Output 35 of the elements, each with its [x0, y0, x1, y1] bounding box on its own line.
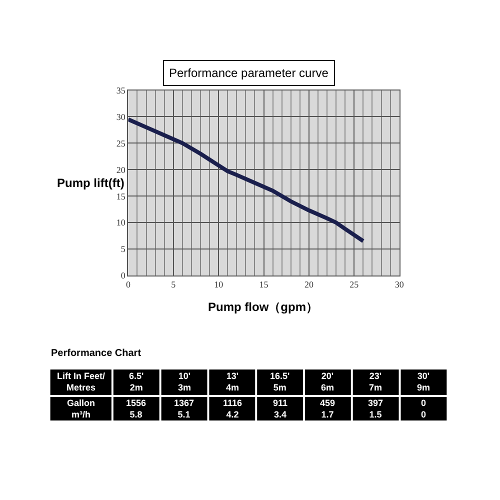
category-label: 23' 7m: [369, 371, 382, 393]
category-label: 16.5' 5m: [270, 371, 290, 393]
y-tick-label: 20: [116, 164, 126, 175]
y-tick-label: 10: [116, 218, 126, 228]
y-tick-label: 35: [116, 85, 126, 96]
x-tick-label: 30: [394, 279, 404, 290]
x-tick-label: 15: [259, 279, 269, 290]
category-label: 13' 4m: [226, 371, 240, 393]
x-tick-label: 25: [350, 279, 360, 290]
x-tick-label: 20: [304, 279, 314, 290]
y-tick-label: 0: [120, 270, 126, 281]
chart-title: Performance parameter curve: [169, 66, 329, 80]
category-label: 30' 9m: [417, 371, 430, 393]
text: 459 1.7: [320, 398, 336, 420]
text: Performance Chart: [51, 348, 142, 359]
y-axis-title: Pump lift(ft): [57, 176, 124, 190]
text: 1367 5.1: [174, 398, 194, 420]
category-label: 20' 6m: [321, 371, 334, 393]
x-axis-title: Pump flow（gpm）: [208, 300, 318, 314]
text: 1116 4.2: [223, 398, 242, 420]
x-tick-label: 10: [214, 279, 224, 290]
y-tick-label: 15: [116, 191, 126, 202]
y-tick-label: 25: [116, 138, 126, 148]
y-tick-label: 5: [120, 244, 126, 254]
category-label: 10' 3m: [178, 371, 192, 393]
y-tick-label: 30: [116, 112, 126, 122]
text: 0 0: [421, 398, 426, 420]
category-label: Lift In Feet/ Metres: [57, 371, 106, 393]
text: 397 1.5: [368, 398, 384, 420]
x-tick-label: 5: [171, 279, 176, 290]
category-label: 6.5' 2m: [129, 371, 144, 393]
text: 1556 5.8: [126, 398, 146, 420]
text: 911 3.4: [273, 398, 288, 420]
line-series: [128, 117, 366, 244]
text: Gallon m³/h: [67, 398, 96, 420]
